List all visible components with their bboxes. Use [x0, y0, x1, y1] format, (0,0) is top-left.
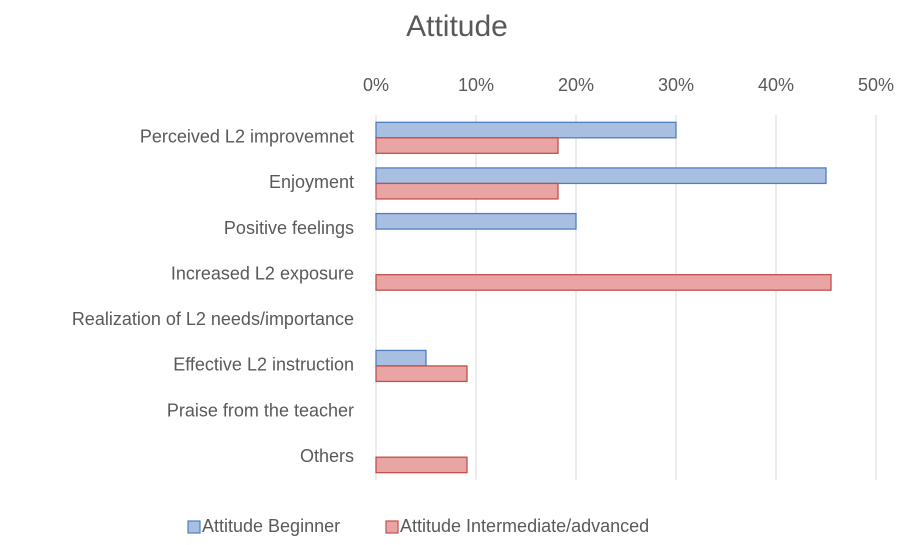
bar	[375, 349, 427, 367]
y-tick-label: Praise from the teacher	[167, 400, 354, 420]
bar	[375, 456, 468, 474]
x-tick-label: 50%	[858, 75, 894, 95]
bar	[375, 182, 559, 200]
y-tick-label: Positive feelings	[224, 218, 354, 238]
x-tick-label: 10%	[458, 75, 494, 95]
legend-label: Attitude Intermediate/advanced	[400, 516, 649, 536]
bar	[375, 212, 577, 230]
bar	[375, 137, 559, 154]
legend-swatch	[385, 520, 399, 534]
legend-label: Attitude Beginner	[202, 516, 340, 536]
x-tick-label: 30%	[658, 75, 694, 95]
y-tick-label: Enjoyment	[269, 172, 354, 192]
bar	[375, 274, 832, 291]
x-tick-label: 0%	[363, 75, 389, 95]
legend-swatch	[187, 520, 201, 534]
y-tick-label: Increased L2 exposure	[171, 263, 354, 283]
y-tick-label: Others	[300, 446, 354, 466]
y-tick-label: Effective L2 instruction	[173, 355, 354, 375]
y-tick-label: Perceived L2 improvemnet	[140, 127, 354, 147]
bar	[375, 121, 677, 139]
x-tick-label: 20%	[558, 75, 594, 95]
x-tick-label: 40%	[758, 75, 794, 95]
bar	[375, 365, 468, 383]
chart-title: Attitude	[406, 10, 508, 43]
bar	[375, 167, 827, 185]
y-tick-label: Realization of L2 needs/importance	[72, 309, 354, 329]
